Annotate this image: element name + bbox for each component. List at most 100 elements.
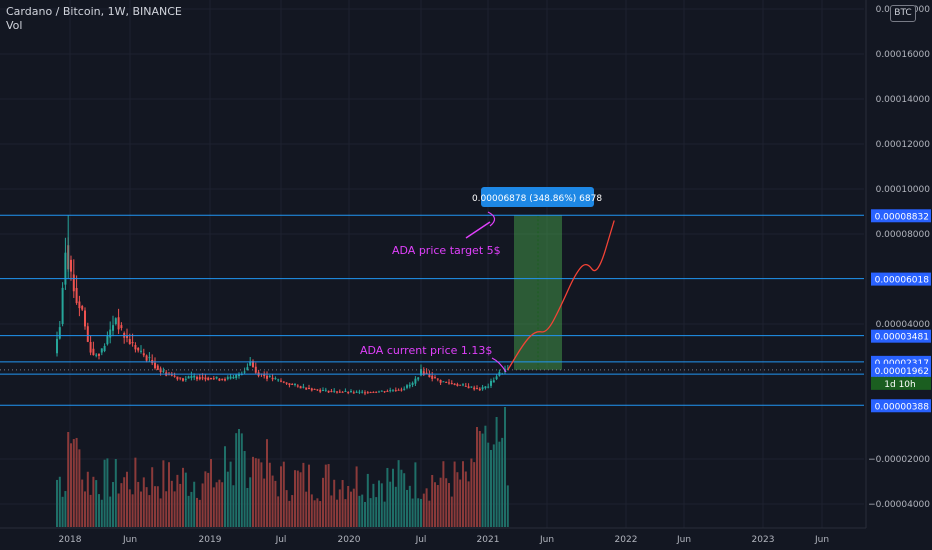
volume-bar — [434, 482, 436, 527]
candle-body — [243, 371, 246, 373]
volume-bar — [179, 483, 182, 527]
volume-bar — [380, 483, 383, 527]
candle-body — [266, 375, 268, 379]
candle-body — [176, 376, 179, 380]
volume-bar — [190, 491, 193, 527]
chart-legend: Cardano / Bitcoin, 1W, BINANCE Vol — [6, 5, 182, 33]
volume-bar — [361, 494, 364, 527]
candle-body — [134, 345, 137, 350]
currency-badge[interactable]: BTC — [890, 5, 916, 22]
volume-bar — [473, 462, 476, 527]
candle-body — [439, 379, 442, 383]
volume-bar — [75, 437, 78, 527]
candle-body — [386, 390, 389, 392]
projection-path[interactable] — [507, 220, 615, 371]
symbol-title[interactable]: Cardano / Bitcoin, 1W, BINANCE — [6, 5, 182, 18]
level-price-tag — [871, 329, 931, 343]
volume-bar — [453, 461, 456, 527]
level-price-label: 0.00003481 — [875, 333, 929, 343]
candle-body — [238, 374, 240, 377]
volume-bar — [414, 462, 417, 527]
candle-body — [462, 384, 464, 386]
volume-bar — [243, 451, 246, 527]
candle-body — [470, 386, 473, 388]
volume-bar — [123, 477, 126, 527]
volume-bar — [445, 478, 448, 527]
candle-body — [445, 381, 448, 383]
candle-body — [226, 377, 229, 379]
candle-body — [246, 367, 249, 371]
volume-bar — [316, 498, 319, 527]
candle-body — [358, 391, 361, 393]
candle-body — [114, 318, 117, 324]
time-tick-label: Jul — [275, 535, 287, 545]
volume-bar — [148, 495, 151, 527]
candle-body — [86, 326, 89, 342]
annotation-target[interactable]: ADA price target 5$ — [392, 244, 501, 257]
volume-bar — [224, 446, 226, 527]
volume-bar — [271, 475, 274, 527]
candle-body — [355, 391, 358, 393]
volume-bar — [296, 470, 299, 527]
volume-bar — [84, 491, 86, 527]
time-tick-label: 2019 — [199, 535, 222, 545]
volume-bar — [389, 481, 392, 527]
candle-body — [481, 387, 484, 390]
volume-bar — [462, 461, 464, 527]
candle-body — [109, 329, 112, 338]
volume-bar — [341, 480, 344, 527]
time-tick-label: Jun — [676, 535, 691, 545]
volume-bar — [375, 497, 378, 527]
candle-body — [400, 389, 403, 391]
candle-body — [428, 374, 431, 378]
volume-bar — [324, 464, 327, 527]
candle-body — [422, 371, 425, 376]
volume-bar — [352, 488, 355, 527]
candle-body — [190, 375, 193, 378]
candle-body — [61, 287, 64, 324]
volume-bar — [431, 474, 434, 527]
candle-body — [299, 386, 302, 389]
price-tick-label: −0.00002000 — [868, 455, 930, 465]
candle-body — [403, 388, 406, 390]
candle-body — [81, 306, 84, 310]
volume-bar — [364, 501, 366, 527]
price-tick-label: 0.00010000 — [876, 185, 931, 195]
level-price-tag — [871, 209, 931, 223]
volume-bar — [417, 498, 420, 527]
volume-bar — [67, 432, 70, 527]
candle-body — [420, 369, 422, 376]
volume-bar — [173, 491, 176, 527]
time-tick-label: Jun — [539, 535, 554, 545]
candle-body — [263, 374, 266, 377]
candle-body — [162, 370, 165, 372]
annotation-current[interactable]: ADA current price 1.13$ — [360, 344, 492, 357]
volume-indicator-label[interactable]: Vol — [6, 19, 23, 32]
time-axis[interactable] — [0, 528, 866, 550]
volume-bar — [72, 439, 75, 527]
time-tick-label: Jun — [814, 535, 829, 545]
candle-body — [249, 361, 252, 366]
volume-bar — [176, 474, 179, 527]
volume-bar — [81, 479, 84, 527]
candle-body — [375, 391, 378, 393]
volume-bar — [408, 485, 411, 527]
volume-bar — [506, 485, 509, 527]
volume-bar — [411, 498, 414, 527]
price-tick-label: 0.00008000 — [876, 230, 931, 240]
volume-bar — [476, 427, 478, 527]
volume-bar — [484, 425, 487, 527]
volume-bar — [355, 466, 358, 527]
volume-bar — [372, 483, 375, 527]
candle-body — [453, 383, 456, 385]
current-price-label: 0.00001962 — [875, 367, 929, 377]
volume-bar — [310, 494, 313, 527]
volume-bar — [212, 487, 215, 527]
volume-bar — [386, 467, 389, 527]
candle-body — [380, 390, 383, 392]
candle-body — [448, 382, 450, 384]
candle-body — [170, 374, 173, 376]
volume-bar — [210, 459, 212, 527]
volume-bar — [184, 472, 187, 527]
